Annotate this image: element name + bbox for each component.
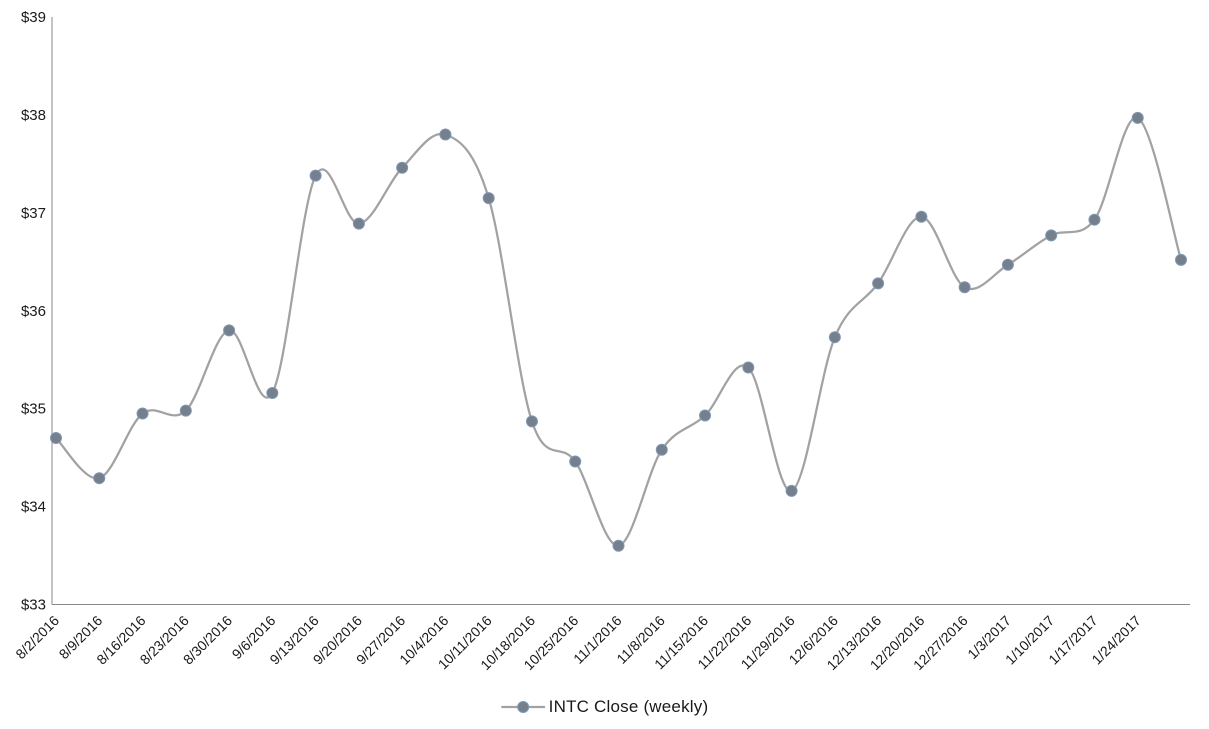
y-axis-tick-label: $38 (21, 107, 46, 124)
data-point-marker[interactable] (309, 169, 322, 182)
x-axis-tick-label: 8/2/2016 (12, 612, 62, 662)
data-point-marker[interactable] (50, 432, 62, 445)
data-point-marker[interactable] (1131, 111, 1144, 124)
y-axis-tick-label: $33 (21, 597, 46, 614)
data-point-marker[interactable] (1088, 213, 1101, 226)
y-axis-tick-label: $36 (21, 303, 46, 320)
data-point-marker[interactable] (958, 281, 971, 294)
data-point-marker[interactable] (828, 331, 841, 344)
legend-label: INTC Close (weekly) (548, 697, 709, 716)
data-point-marker[interactable] (136, 407, 149, 420)
data-point-marker[interactable] (742, 361, 755, 374)
data-point-marker[interactable] (1175, 253, 1187, 266)
data-point-marker[interactable] (179, 404, 192, 417)
data-point-marker[interactable] (352, 217, 365, 230)
data-point-marker[interactable] (223, 324, 236, 337)
legend-marker-icon (500, 701, 545, 713)
data-point-marker[interactable] (396, 161, 409, 174)
y-axis-tick-label: $39 (21, 9, 46, 26)
data-point-marker[interactable] (872, 277, 885, 290)
series-line (54, 116, 1183, 547)
data-point-marker[interactable] (1001, 258, 1014, 271)
data-point-marker[interactable] (612, 539, 625, 552)
data-point-marker[interactable] (266, 387, 279, 399)
data-point-marker[interactable] (699, 409, 712, 422)
data-point-marker[interactable] (915, 210, 928, 223)
y-axis-tick-label: $34 (21, 499, 46, 516)
y-axis-tick-label: $37 (21, 205, 46, 222)
data-point-marker[interactable] (1045, 229, 1058, 242)
data-point-marker[interactable] (93, 472, 106, 485)
data-point-marker[interactable] (482, 192, 495, 205)
data-point-marker[interactable] (569, 455, 582, 468)
data-point-marker[interactable] (655, 443, 668, 456)
y-axis-tick-label: $35 (21, 401, 46, 418)
data-point-marker[interactable] (439, 128, 452, 141)
data-point-marker[interactable] (785, 484, 798, 497)
legend[interactable]: INTC Close (weekly) (500, 697, 709, 717)
data-point-marker[interactable] (525, 415, 538, 428)
